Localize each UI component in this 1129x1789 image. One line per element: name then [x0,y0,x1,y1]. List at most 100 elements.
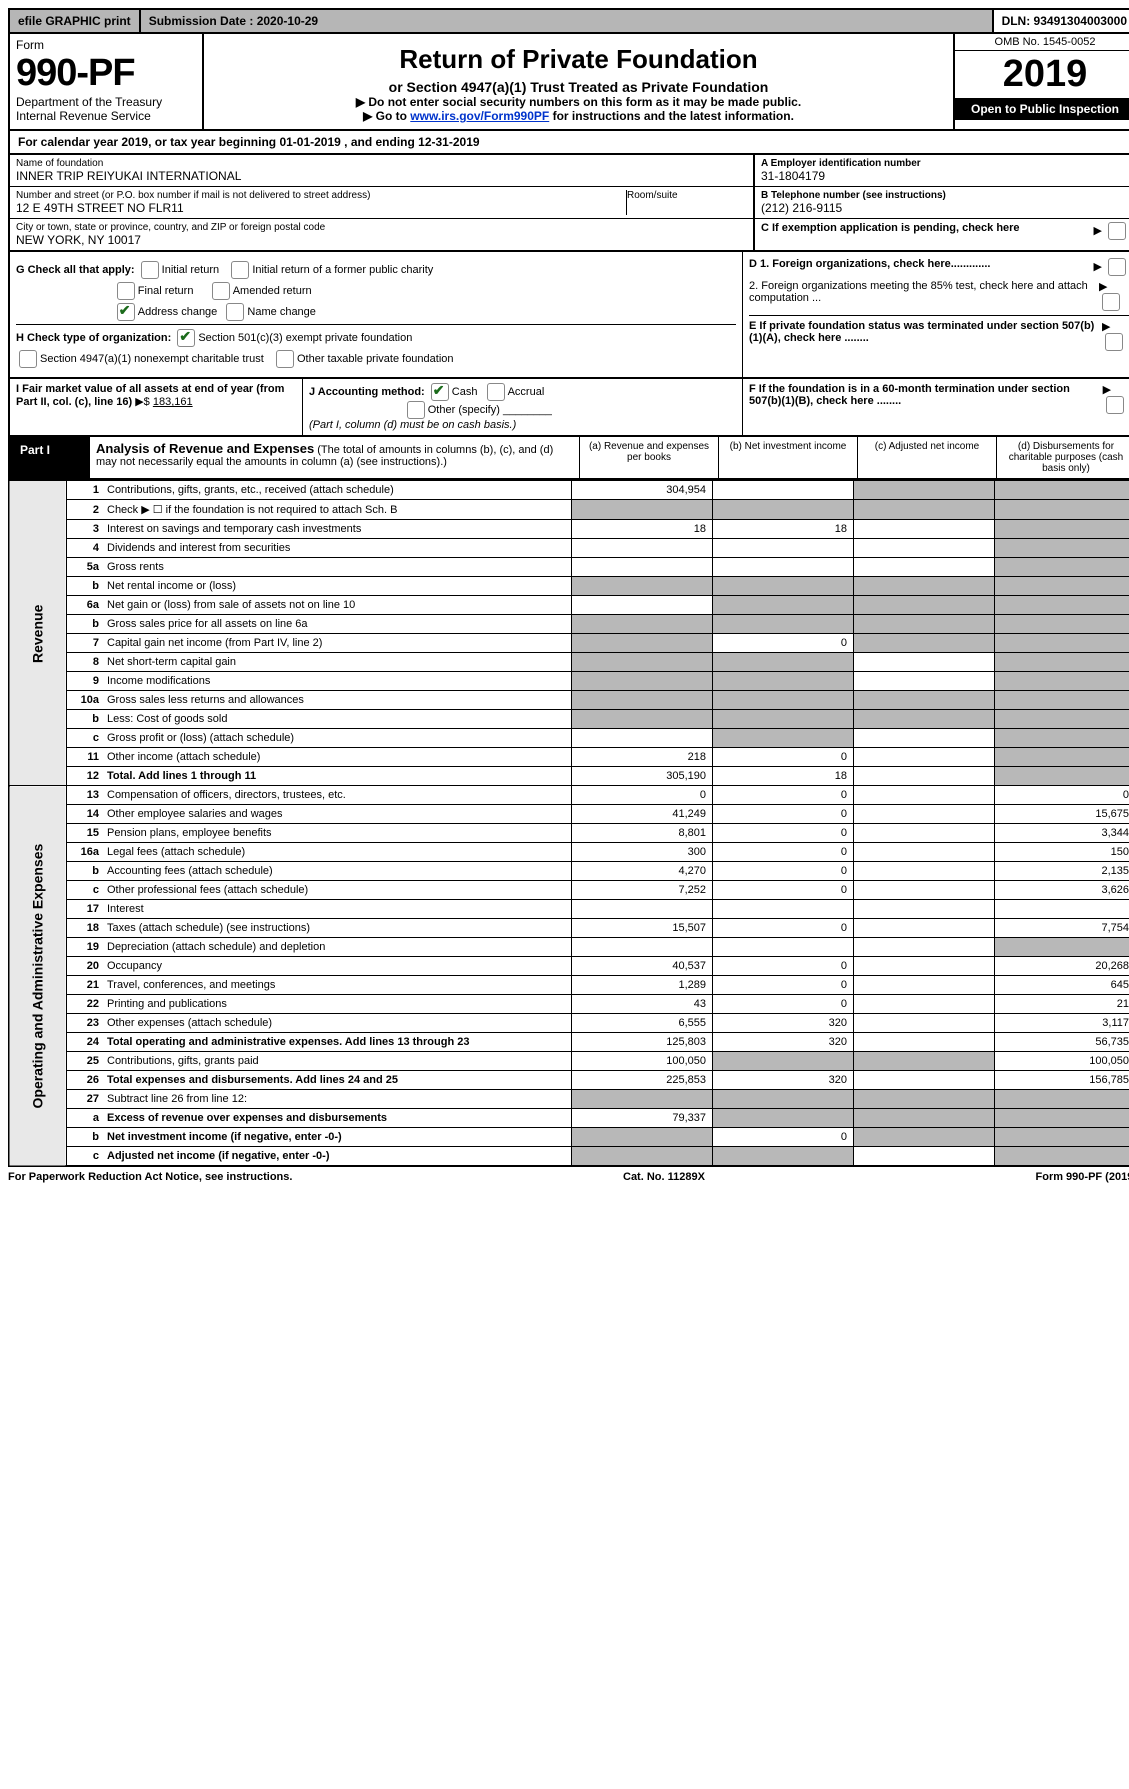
check-cash[interactable] [431,383,449,401]
line-desc: Gross sales less returns and allowances [103,691,572,710]
dept: Department of the Treasury [16,95,196,109]
line-number: 15 [67,824,104,843]
line-number: 11 [67,748,104,767]
form-title: Return of Private Foundation [210,44,947,75]
table-row: 27 Subtract line 26 from line 12: [9,1090,1129,1109]
telephone: B Telephone number (see instructions) (2… [755,187,1129,219]
check-name-change[interactable] [226,303,244,321]
check-d-e: D 1. Foreign organizations, check here..… [743,252,1129,377]
table-row: 9 Income modifications [9,672,1129,691]
check-addr-change[interactable] [117,303,135,321]
irs-link[interactable]: www.irs.gov/Form990PF [410,109,549,123]
line-desc: Capital gain net income (from Part IV, l… [103,634,572,653]
line-number: 24 [67,1033,104,1052]
check-other-taxable[interactable] [276,350,294,368]
line-number: a [67,1109,104,1128]
line-number: b [67,1128,104,1147]
fmv-value: 183,161 [153,396,193,408]
line-desc: Pension plans, employee benefits [103,824,572,843]
line-desc: Check ▶ ☐ if the foundation is not requi… [103,500,572,520]
check-g-h: G Check all that apply: Initial return I… [10,252,743,377]
line-desc: Excess of revenue over expenses and disb… [103,1109,572,1128]
omb-number: OMB No. 1545-0052 [955,34,1129,51]
line-desc: Accounting fees (attach schedule) [103,862,572,881]
check-c[interactable] [1108,222,1126,240]
header-right: OMB No. 1545-0052 2019 Open to Public In… [953,34,1129,129]
ein: A Employer identification number 31-1804… [755,155,1129,187]
part-title: Analysis of Revenue and Expenses (The to… [90,437,580,478]
line-desc: Total operating and administrative expen… [103,1033,572,1052]
check-e[interactable] [1105,333,1123,351]
line-desc: Gross sales price for all assets on line… [103,615,572,634]
line-desc: Other income (attach schedule) [103,748,572,767]
h-row: H Check type of organization: Section 50… [16,324,736,347]
line-number: 16a [67,843,104,862]
open-public: Open to Public Inspection [955,98,1129,120]
line-desc: Total. Add lines 1 through 11 [103,767,572,786]
dln: DLN: 93491304003000 [994,10,1129,32]
line-number: 2 [67,500,104,520]
foundation-name: Name of foundation INNER TRIP REIYUKAI I… [10,155,753,187]
check-initial[interactable] [141,261,159,279]
table-row: 16a Legal fees (attach schedule) 3000150 [9,843,1129,862]
line-number: 6a [67,596,104,615]
calendar-year: For calendar year 2019, or tax year begi… [8,131,1129,155]
check-other-method[interactable] [407,401,425,419]
line-number: c [67,729,104,748]
entity-left: Name of foundation INNER TRIP REIYUKAI I… [10,155,755,250]
table-row: c Adjusted net income (if negative, ente… [9,1147,1129,1167]
line-desc: Depreciation (attach schedule) and deple… [103,938,572,957]
line-desc: Less: Cost of goods sold [103,710,572,729]
line-number: 25 [67,1052,104,1071]
check-final[interactable] [117,282,135,300]
check-amended[interactable] [212,282,230,300]
line-number: 12 [67,767,104,786]
table-row: a Excess of revenue over expenses and di… [9,1109,1129,1128]
tax-year: 2019 [955,51,1129,98]
line-desc: Other employee salaries and wages [103,805,572,824]
line-desc: Contributions, gifts, grants paid [103,1052,572,1071]
table-row: 25 Contributions, gifts, grants paid 100… [9,1052,1129,1071]
part1-header: Part I Analysis of Revenue and Expenses … [8,437,1129,480]
revenue-label: Revenue [9,481,67,786]
room-suite: Room/suite [626,190,747,215]
form-label: Form [16,38,196,52]
line-number: 18 [67,919,104,938]
table-row: 14 Other employee salaries and wages 41,… [9,805,1129,824]
table-row: 19 Depreciation (attach schedule) and de… [9,938,1129,957]
table-row: 24 Total operating and administrative ex… [9,1033,1129,1052]
check-d1[interactable] [1108,258,1126,276]
line-number: 1 [67,481,104,500]
table-row: 10a Gross sales less returns and allowan… [9,691,1129,710]
line-number: 3 [67,520,104,539]
form-subtitle: or Section 4947(a)(1) Trust Treated as P… [210,79,947,95]
exemption-pending: C If exemption application is pending, c… [755,219,1129,243]
table-row: 11 Other income (attach schedule) 2180 [9,748,1129,767]
check-4947[interactable] [19,350,37,368]
header-left: Form 990-PF Department of the Treasury I… [10,34,204,129]
check-f-box[interactable] [1106,396,1124,414]
line-number: b [67,710,104,729]
table-row: b Accounting fees (attach schedule) 4,27… [9,862,1129,881]
check-accrual[interactable] [487,383,505,401]
table-row: 18 Taxes (attach schedule) (see instruct… [9,919,1129,938]
table-row: 23 Other expenses (attach schedule) 6,55… [9,1014,1129,1033]
line-number: 14 [67,805,104,824]
g-row: G Check all that apply: Initial return I… [16,261,736,279]
check-501c3[interactable] [177,329,195,347]
table-row: 26 Total expenses and disbursements. Add… [9,1071,1129,1090]
line-number: b [67,577,104,596]
check-d2[interactable] [1102,293,1120,311]
line-number: 22 [67,995,104,1014]
street-address: Number and street (or P.O. box number if… [16,190,626,215]
footer: For Paperwork Reduction Act Notice, see … [8,1167,1129,1187]
table-row: 6a Net gain or (loss) from sale of asset… [9,596,1129,615]
table-row: 17 Interest [9,900,1129,919]
check-initial-former[interactable] [231,261,249,279]
line-number: 10a [67,691,104,710]
line-desc: Income modifications [103,672,572,691]
fmv-i: I Fair market value of all assets at end… [10,379,303,435]
header-center: Return of Private Foundation or Section … [204,34,953,129]
line-desc: Interest on savings and temporary cash i… [103,520,572,539]
line-desc: Contributions, gifts, grants, etc., rece… [103,481,572,500]
